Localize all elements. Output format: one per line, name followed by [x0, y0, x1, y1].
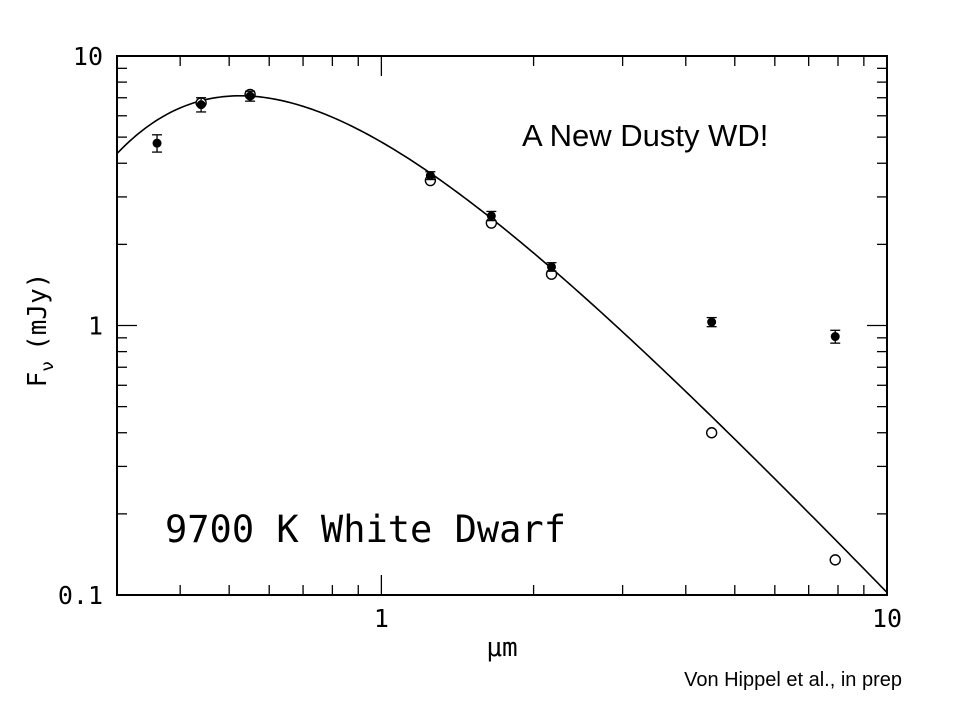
y-tick-label: 1 — [88, 312, 103, 341]
y-tick-label: 0.1 — [58, 581, 103, 610]
y-axis-title-sub: ν — [37, 361, 58, 372]
y-axis-title-main: F — [23, 372, 53, 388]
filled-point — [546, 262, 556, 272]
filled-point — [425, 171, 435, 181]
filled-point — [152, 138, 162, 148]
filled-point — [486, 211, 496, 221]
x-tick-label: 10 — [872, 604, 902, 633]
filled-point — [830, 332, 840, 342]
y-tick-label: 10 — [73, 42, 103, 71]
axis-tick-labels: 1 10 0.1 1 10 — [58, 42, 902, 633]
y-axis-title: Fν (mJy) — [23, 273, 58, 388]
x-tick-label: 1 — [374, 604, 389, 633]
y-axis-title-unit: (mJy) — [23, 273, 53, 351]
open-point — [705, 427, 718, 439]
annotation-dusty-wd: A New Dusty WD! — [522, 118, 768, 153]
filled-point — [196, 100, 206, 110]
svg-text:Fν(mJy): Fν (mJy) — [23, 273, 58, 388]
open-point — [829, 554, 841, 566]
plot-frame — [116, 55, 888, 596]
data-points — [152, 88, 841, 566]
annotation-white-dwarf-temperature: 9700 K White Dwarf — [165, 508, 566, 551]
filled-point — [707, 317, 717, 327]
x-axis-title: μm — [486, 633, 517, 663]
credit-text: Von Hippel et al., in prep — [684, 669, 902, 691]
filled-point — [245, 91, 255, 101]
